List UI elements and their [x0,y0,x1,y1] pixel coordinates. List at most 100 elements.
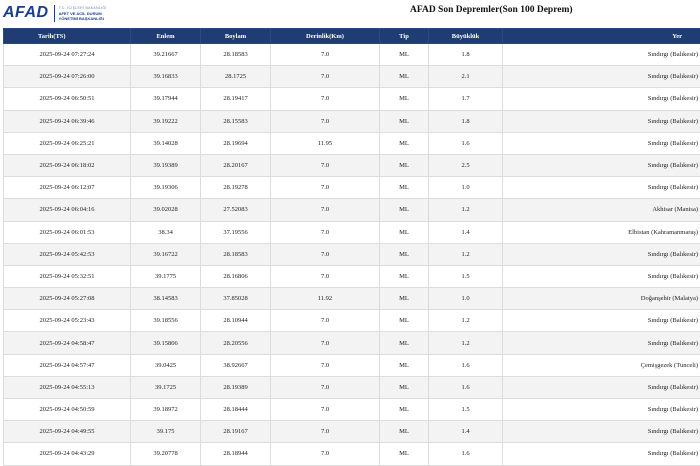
cell-location: Elbistan (Kahramanmaraş) [503,221,700,243]
cell-longitude: 28.18583 [201,243,271,265]
cell-longitude: 28.19278 [201,177,271,199]
cell-magnitude: 1.2 [429,310,503,332]
cell-latitude: 39.20778 [131,443,201,465]
cell-location: Sındırgı (Balıkesir) [503,399,700,421]
cell-magnitude: 1.7 [429,88,503,110]
cell-longitude: 38.92667 [201,354,271,376]
cell-date: 2025-09-24 06:12:07 [4,177,131,199]
cell-type: ML [380,110,429,132]
cell-latitude: 39.19389 [131,154,201,176]
column-header-longitude[interactable]: Boylam [201,29,271,44]
cell-depth: 7.0 [271,221,380,243]
cell-type: ML [380,154,429,176]
cell-longitude: 28.19417 [201,88,271,110]
cell-magnitude: 1.2 [429,243,503,265]
cell-latitude: 39.1775 [131,265,201,287]
column-header-location[interactable]: Yer [503,29,700,44]
cell-type: ML [380,66,429,88]
table-header-row: Tarih(TS) Enlem Boylam Derinlik(Km) Tip … [4,29,700,44]
logo-text: AFAD [3,4,49,22]
cell-magnitude: 1.2 [429,199,503,221]
cell-type: ML [380,265,429,287]
column-header-magnitude[interactable]: Büyüklük [429,29,503,44]
cell-magnitude: 1.8 [429,44,503,66]
cell-longitude: 28.18444 [201,399,271,421]
cell-type: ML [380,199,429,221]
cell-latitude: 39.0425 [131,354,201,376]
logo-divider [54,5,55,22]
cell-location: Sındırgı (Balıkesir) [503,66,700,88]
cell-type: ML [380,221,429,243]
column-header-type[interactable]: Tip [380,29,429,44]
cell-location: Sındırgı (Balıkesir) [503,44,700,66]
cell-depth: 7.0 [271,443,380,465]
column-header-latitude[interactable]: Enlem [131,29,201,44]
cell-magnitude: 1.4 [429,421,503,443]
cell-date: 2025-09-24 04:55:13 [4,376,131,398]
cell-type: ML [380,399,429,421]
cell-magnitude: 2.1 [429,66,503,88]
cell-latitude: 38.14583 [131,288,201,310]
cell-latitude: 39.18972 [131,399,201,421]
column-header-date[interactable]: Tarih(TS) [4,29,131,44]
cell-depth: 7.0 [271,265,380,287]
cell-latitude: 39.15806 [131,332,201,354]
cell-depth: 7.0 [271,110,380,132]
cell-magnitude: 1.0 [429,288,503,310]
cell-latitude: 39.1725 [131,376,201,398]
cell-depth: 7.0 [271,88,380,110]
cell-depth: 7.0 [271,243,380,265]
cell-date: 2025-09-24 05:27:08 [4,288,131,310]
cell-latitude: 39.175 [131,421,201,443]
afad-logo[interactable]: AFAD T.C. İÇİŞLERİ BAKANLIĞI AFET VE ACİ… [3,2,107,24]
cell-type: ML [380,44,429,66]
cell-longitude: 28.1725 [201,66,271,88]
cell-date: 2025-09-24 04:43:29 [4,443,131,465]
cell-type: ML [380,243,429,265]
cell-location: Sındırgı (Balıkesir) [503,243,700,265]
cell-date: 2025-09-24 07:26:00 [4,66,131,88]
cell-location: Sındırgı (Balıkesir) [503,332,700,354]
cell-depth: 11.92 [271,288,380,310]
cell-type: ML [380,443,429,465]
cell-magnitude: 1.6 [429,376,503,398]
cell-date: 2025-09-24 06:01:53 [4,221,131,243]
cell-latitude: 39.21667 [131,44,201,66]
cell-longitude: 28.10944 [201,310,271,332]
cell-longitude: 28.15583 [201,110,271,132]
cell-magnitude: 1.6 [429,132,503,154]
cell-depth: 7.0 [271,66,380,88]
cell-type: ML [380,332,429,354]
cell-date: 2025-09-24 04:57:47 [4,354,131,376]
cell-latitude: 39.17944 [131,88,201,110]
cell-type: ML [380,288,429,310]
cell-date: 2025-09-24 05:23:43 [4,310,131,332]
cell-type: ML [380,132,429,154]
column-header-depth[interactable]: Derinlik(Km) [271,29,380,44]
cell-magnitude: 1.5 [429,265,503,287]
cell-depth: 7.0 [271,354,380,376]
cell-depth: 7.0 [271,199,380,221]
cell-magnitude: 1.6 [429,443,503,465]
cell-depth: 7.0 [271,399,380,421]
cell-depth: 11.95 [271,132,380,154]
